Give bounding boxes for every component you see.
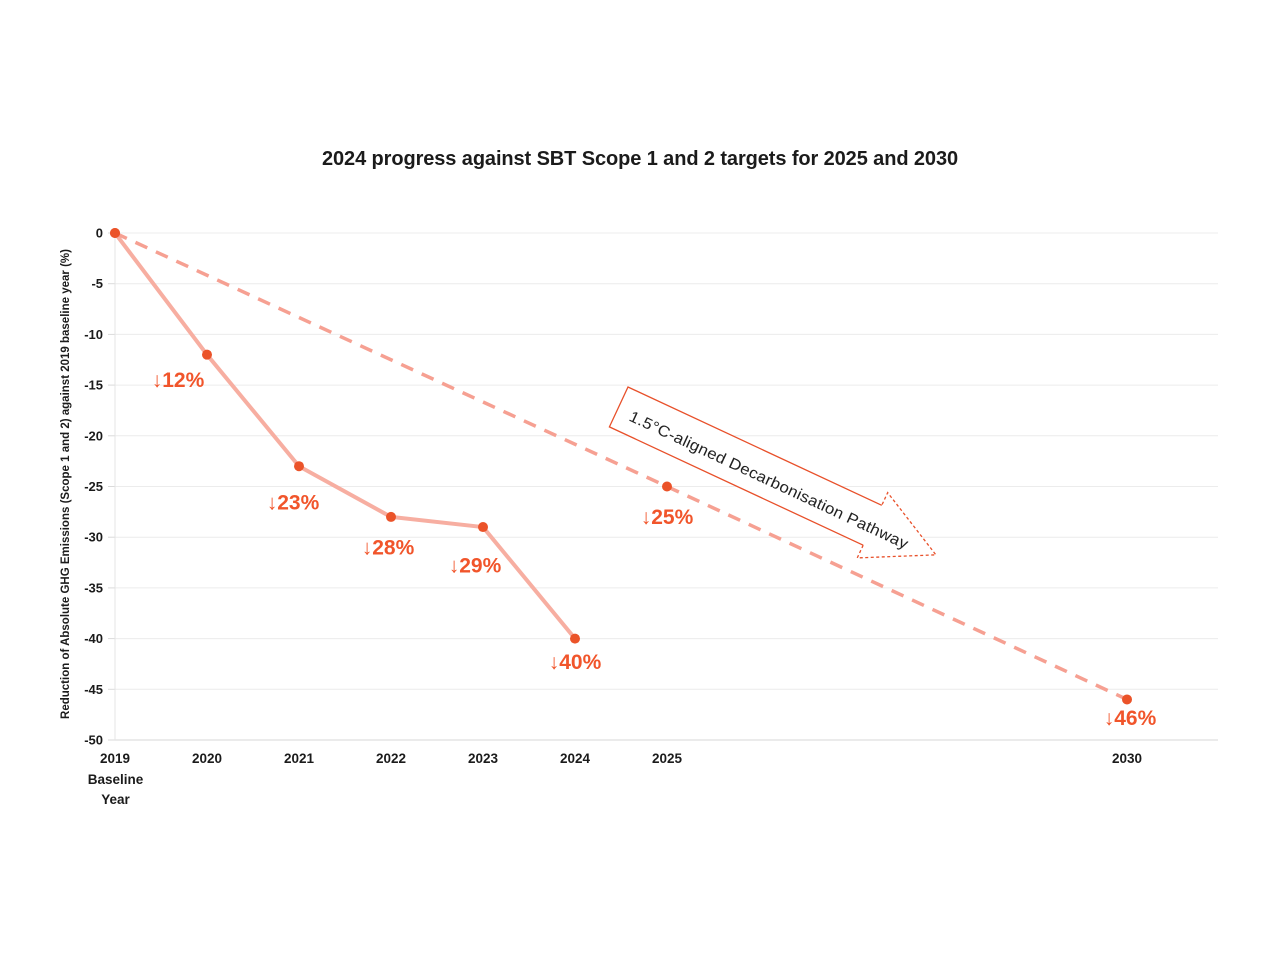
x-tick-label: 2020 bbox=[192, 751, 222, 766]
y-tick-label: -20 bbox=[84, 428, 103, 443]
x-tick-label: 2019 bbox=[100, 751, 130, 766]
arrow-shape-fill bbox=[609, 387, 936, 558]
point-value-label: ↓28% bbox=[362, 536, 415, 559]
y-tick-label: -15 bbox=[84, 378, 103, 393]
point-value-label: ↓46% bbox=[1104, 707, 1157, 730]
axis-tick-labels-layer: 0 -5 -10 -15 -20 -25 -30 -35 -40 -45 -50 2019 Baseli… bbox=[84, 226, 1142, 808]
data-point bbox=[110, 228, 120, 238]
y-tick-label: -5 bbox=[91, 276, 103, 291]
x-tick-label: 2024 bbox=[560, 751, 591, 766]
point-value-label: ↓23% bbox=[267, 492, 320, 515]
y-tick-label: -50 bbox=[84, 733, 103, 748]
point-value-label: ↓29% bbox=[449, 555, 502, 578]
data-point bbox=[478, 522, 488, 533]
point-labels-layer: ↓12% ↓23% ↓28% ↓29% ↓40% ↓25% ↓46% bbox=[152, 369, 1157, 730]
data-point bbox=[294, 461, 304, 472]
baseline-year-note: Year bbox=[101, 792, 130, 807]
pathway-target-line bbox=[114, 231, 1128, 702]
x-tick-label: 2022 bbox=[376, 751, 406, 766]
series-lines-layer bbox=[113, 231, 1128, 702]
actual-progress-line bbox=[113, 231, 577, 641]
data-point bbox=[662, 481, 672, 492]
data-point bbox=[202, 349, 212, 360]
x-tick-label: 2030 bbox=[1112, 751, 1142, 766]
y-tick-label: -10 bbox=[84, 327, 103, 342]
y-tick-label: -35 bbox=[84, 580, 103, 595]
y-tick-label: -45 bbox=[84, 682, 103, 697]
data-point bbox=[386, 511, 396, 522]
point-value-label: ↓25% bbox=[641, 506, 694, 529]
x-tick-label: 2023 bbox=[468, 751, 499, 766]
y-tick-label: -30 bbox=[84, 530, 103, 545]
point-value-label: ↓12% bbox=[152, 369, 205, 392]
y-tick-label: -40 bbox=[84, 631, 103, 646]
point-value-label: ↓40% bbox=[549, 651, 602, 674]
arrow-body-outline bbox=[608, 386, 883, 546]
y-tick-label: -25 bbox=[84, 479, 103, 494]
y-tick-label: 0 bbox=[96, 226, 103, 241]
x-tick-label: 2021 bbox=[284, 751, 315, 766]
x-tick-label: 2025 bbox=[652, 751, 683, 766]
data-point bbox=[1122, 694, 1132, 705]
baseline-year-note: Baseline bbox=[88, 772, 144, 787]
arrow-head-outline bbox=[856, 491, 938, 559]
data-points-layer bbox=[110, 228, 1132, 705]
chart-title: 2024 progress against SBT Scope 1 and 2 … bbox=[322, 148, 958, 170]
data-point bbox=[570, 633, 580, 644]
pathway-annotation-text: 1.5°C-aligned Decarbonisation Pathway bbox=[626, 408, 911, 553]
